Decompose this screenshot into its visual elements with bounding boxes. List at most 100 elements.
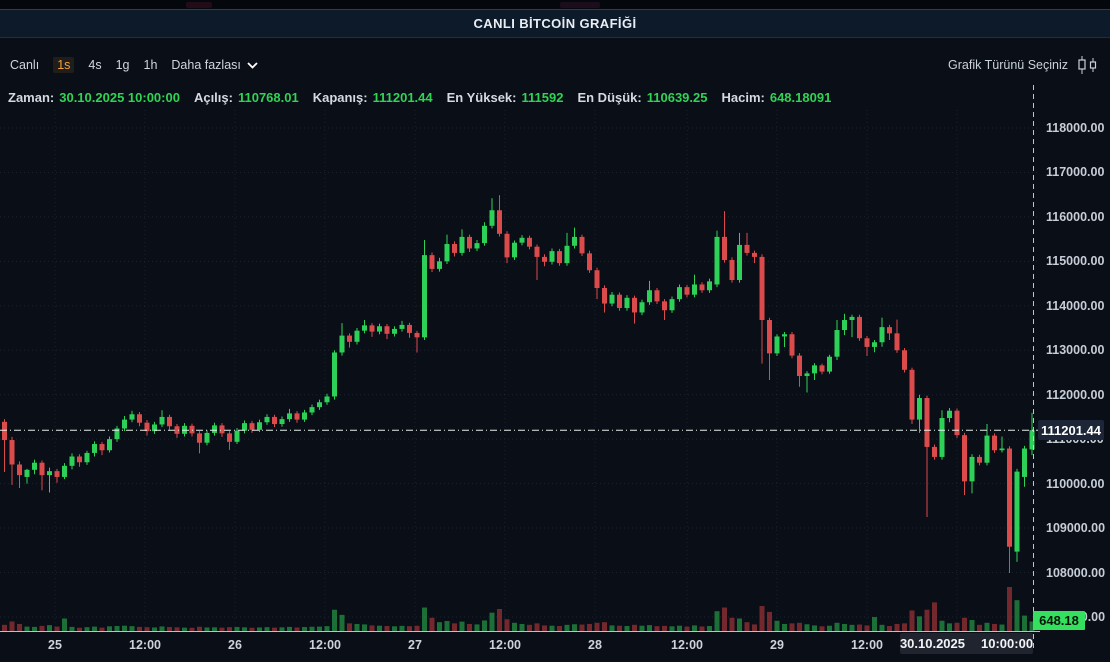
volume-bar: [924, 609, 930, 631]
price-tick-label: 117000.00: [1046, 165, 1105, 180]
candle-up: [834, 330, 840, 357]
candle-up: [947, 410, 952, 419]
candle-down: [249, 423, 255, 430]
volume-bar: [609, 625, 615, 631]
candle-up: [279, 419, 285, 425]
timeframe-live[interactable]: Canlı: [10, 58, 40, 72]
candle-up: [69, 456, 75, 466]
volume-bar: [572, 624, 577, 631]
candle-down: [797, 355, 802, 377]
candle-down: [137, 414, 142, 423]
time-tick-label: 26: [228, 638, 242, 652]
timeframe-1w[interactable]: 1h: [143, 58, 158, 72]
more-timeframes-label: Daha fazlası: [171, 58, 241, 72]
candle-down: [909, 369, 915, 420]
volume-bar: [579, 624, 585, 631]
volume-bar: [1022, 615, 1027, 631]
price-tick-label: 108000.00: [1046, 565, 1106, 580]
volume-bar: [827, 625, 832, 631]
volume-bar: [999, 624, 1005, 631]
title-bar: CANLI BİTCOİN GRAFİĞİ: [0, 9, 1110, 38]
volume-bar: [114, 626, 120, 631]
volume-bar: [909, 610, 915, 631]
candle-up: [482, 225, 487, 244]
volume-bar: [752, 624, 757, 631]
volume-bar: [669, 626, 675, 631]
candle-up: [879, 327, 885, 343]
candle-up: [332, 352, 337, 397]
candle-up: [647, 290, 652, 303]
candle-up: [32, 462, 37, 470]
volume-bar: [227, 627, 232, 631]
price-tick-label: 113000.00: [1046, 343, 1105, 358]
timeframe-1h[interactable]: 1s: [53, 57, 75, 73]
volume-bar: [819, 626, 825, 631]
candle-up: [62, 465, 67, 477]
candle-up: [392, 328, 397, 334]
more-timeframes-button[interactable]: Daha fazlası: [171, 58, 258, 72]
volume-bar: [804, 624, 810, 631]
price-tick-label: 109000.00: [1046, 521, 1106, 536]
volume-bar: [182, 627, 187, 631]
volume-bar: [152, 627, 157, 631]
volume-bar: [332, 609, 337, 631]
volume-bar: [362, 624, 367, 631]
chart-type-selector[interactable]: Grafik Türünü Seçiniz: [948, 56, 1100, 74]
time-tick-label: 12:00: [129, 638, 161, 652]
info-time: Zaman: 30.10.2025 10:00:00: [8, 89, 180, 105]
volume-bar: [407, 626, 412, 631]
candle-down: [729, 260, 735, 281]
volume-bar: [489, 612, 495, 631]
candle-up: [519, 237, 525, 243]
price-tick-label: 115000.00: [1046, 254, 1105, 269]
volume-bar: [497, 608, 502, 631]
candle-up: [804, 373, 810, 377]
volume-bar: [309, 626, 315, 631]
candle-down: [504, 233, 510, 258]
candle-down: [39, 462, 45, 476]
candle-up: [84, 452, 90, 463]
volume-bar: [849, 624, 855, 631]
volume-bar: [452, 623, 457, 631]
volume-bar: [294, 627, 300, 631]
volume-bar: [174, 627, 180, 631]
candle-down: [2, 421, 7, 441]
volume-bar: [77, 627, 82, 631]
candle-up: [234, 430, 240, 442]
volume-bar: [692, 625, 697, 631]
volume-bar: [459, 621, 465, 631]
price-tick-label: 116000.00: [1046, 209, 1105, 224]
volume-bar: [684, 626, 690, 631]
candle-up: [999, 448, 1005, 451]
timeframe-1d[interactable]: 1g: [115, 58, 130, 72]
time-tick-label: 25: [48, 638, 62, 652]
volume-bar: [729, 617, 735, 631]
candle-down: [144, 422, 150, 432]
ohlc-info-bar: Zaman: 30.10.2025 10:00:00 Açılış: 110768.…: [8, 88, 831, 106]
volume-bar: [369, 625, 375, 631]
candle-down: [954, 410, 960, 436]
timeframe-4h[interactable]: 4s: [88, 58, 102, 72]
volume-bar: [519, 623, 525, 631]
volume-bar: [767, 611, 772, 631]
volume-bar: [339, 614, 345, 631]
candle-down: [857, 316, 862, 339]
volume-bar: [9, 621, 15, 631]
price-tick-label: 112000.00: [1046, 387, 1105, 402]
candle-down: [579, 236, 585, 254]
candle-down: [99, 444, 105, 451]
candle-down: [744, 244, 750, 253]
volume-bar: [984, 622, 990, 631]
candle-up: [812, 365, 817, 374]
volume-bar: [84, 627, 90, 631]
volume-bar: [159, 626, 165, 631]
volume-bar: [834, 622, 840, 631]
volume-bar: [789, 623, 795, 631]
candle-down: [347, 335, 352, 342]
volume-bar: [939, 620, 945, 631]
candle-up: [354, 330, 360, 342]
volume-bar: [39, 625, 45, 631]
volume-bar: [62, 618, 67, 631]
